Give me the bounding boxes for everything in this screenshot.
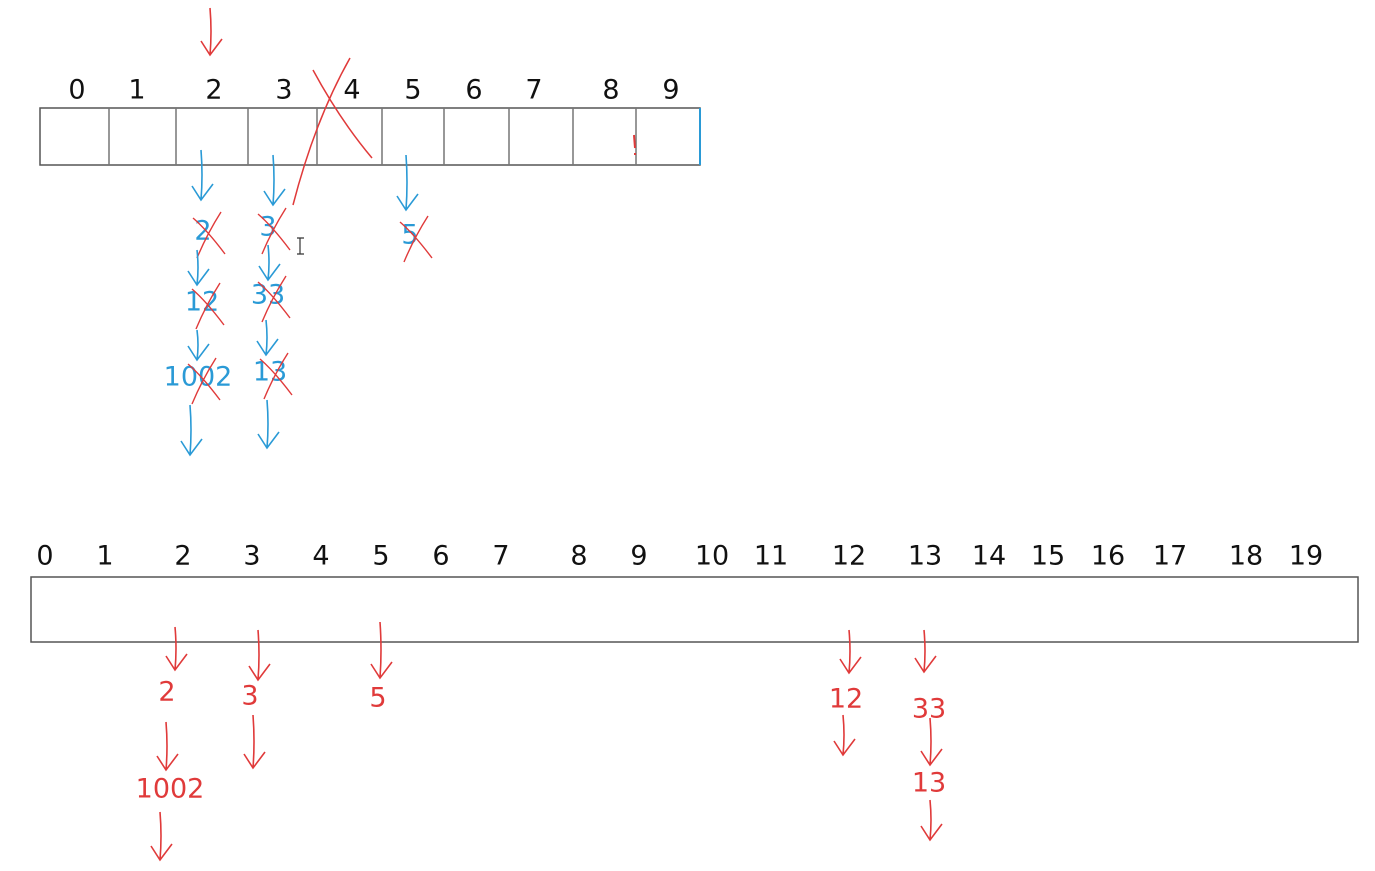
index-label: 11 — [754, 541, 788, 572]
arrow — [914, 629, 937, 674]
top-table — [39, 57, 701, 255]
arrow — [187, 249, 210, 287]
chain-value: 12 — [829, 684, 863, 715]
chain-value: 33 — [912, 694, 946, 725]
arrow — [156, 721, 179, 772]
strike — [187, 357, 221, 405]
arrow — [833, 714, 856, 757]
arrow — [180, 404, 203, 457]
arrow — [200, 7, 223, 57]
arrow — [150, 811, 173, 862]
arrow — [187, 329, 210, 362]
index-label: 5 — [404, 75, 421, 106]
index-label: 0 — [36, 541, 53, 572]
red-mark — [633, 134, 636, 155]
bottom-table — [30, 576, 1359, 643]
arrow — [263, 154, 286, 207]
arrow — [248, 629, 271, 682]
chain-value: 2 — [194, 216, 211, 247]
strike — [191, 282, 225, 330]
index-label: 1 — [96, 541, 113, 572]
chain-value: 5 — [369, 683, 386, 714]
text-cursor — [297, 237, 304, 255]
index-label: 2 — [205, 75, 222, 106]
strike — [257, 207, 291, 255]
chain-value: 1002 — [136, 774, 205, 805]
index-label: 9 — [662, 75, 679, 106]
arrow — [396, 154, 419, 212]
index-label: 12 — [832, 541, 866, 572]
chain-value: 3 — [241, 681, 258, 712]
index-label: 9 — [630, 541, 647, 572]
chain-value: 5 — [401, 220, 418, 251]
index-label: 13 — [908, 541, 942, 572]
index-label: 14 — [972, 541, 1006, 572]
index-label: 6 — [465, 75, 482, 106]
index-label: 19 — [1289, 541, 1323, 572]
strike — [257, 275, 291, 323]
arrow — [243, 714, 266, 770]
arrow — [257, 399, 280, 450]
index-label: 18 — [1229, 541, 1263, 572]
index-label: 0 — [68, 75, 85, 106]
index-label: 1 — [128, 75, 145, 106]
arrow — [370, 621, 393, 680]
index-label: 2 — [174, 541, 191, 572]
chain-value: 3 — [259, 212, 276, 243]
index-label: 17 — [1153, 541, 1187, 572]
arrow — [920, 799, 943, 842]
strike — [259, 352, 293, 400]
index-label: 7 — [525, 75, 542, 106]
index-label: 4 — [343, 75, 360, 106]
index-label: 10 — [695, 541, 729, 572]
index-label: 5 — [372, 541, 389, 572]
arrow — [258, 244, 281, 282]
index-label: 7 — [492, 541, 509, 572]
arrow — [256, 319, 279, 357]
arrow — [191, 149, 214, 202]
index-label: 15 — [1031, 541, 1065, 572]
cell-dividers — [108, 108, 637, 165]
chain-value: 2 — [158, 677, 175, 708]
index-label: 3 — [275, 75, 292, 106]
strike — [192, 211, 226, 259]
index-label: 3 — [243, 541, 260, 572]
index-label: 8 — [602, 75, 619, 106]
index-label: 16 — [1091, 541, 1125, 572]
arrow — [920, 717, 943, 767]
index-label: 4 — [312, 541, 329, 572]
index-label: 8 — [570, 541, 587, 572]
arrow — [839, 629, 862, 675]
chain-value: 13 — [912, 768, 946, 799]
strike-x — [292, 57, 373, 206]
index-label: 6 — [432, 541, 449, 572]
chain-value: 1002 — [164, 362, 233, 393]
arrow — [165, 626, 188, 672]
strike — [399, 215, 433, 263]
